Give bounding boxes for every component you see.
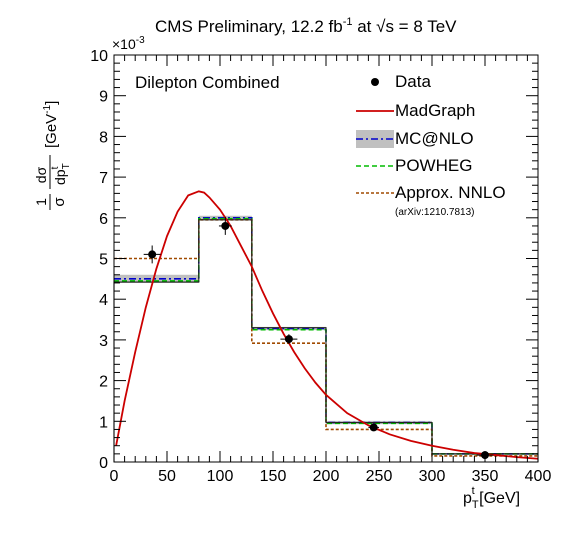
legend-label: MC@NLO bbox=[395, 129, 474, 148]
x-tick-label: 50 bbox=[158, 468, 176, 485]
y-tick-label: 10 bbox=[90, 48, 108, 65]
hist-outline bbox=[113, 219, 539, 462]
mcatnlo-uncertainty-band bbox=[114, 274, 199, 283]
y-tick-label: 7 bbox=[99, 170, 108, 187]
data-point bbox=[221, 221, 230, 230]
x-tick-label: 200 bbox=[313, 468, 340, 485]
madgraph-curve bbox=[115, 190, 539, 460]
y-label-sigma: σ bbox=[51, 197, 68, 207]
y-tick-label: 6 bbox=[99, 211, 108, 228]
x-axis-label: pTt [GeV] bbox=[463, 485, 520, 511]
x-tick-label: 100 bbox=[207, 468, 234, 485]
data-point bbox=[369, 423, 378, 432]
y-axis-label: 1 σ dσ dpTt [GeV-1] bbox=[33, 101, 72, 210]
x-tick-label: 400 bbox=[525, 468, 552, 485]
y-label-unit: [GeV-1] bbox=[42, 101, 60, 148]
x-tick-label: 300 bbox=[419, 468, 446, 485]
x-tick-label: 250 bbox=[366, 468, 393, 485]
data-point bbox=[148, 250, 157, 259]
legend-label: Approx. NNLO bbox=[395, 183, 506, 202]
legend-note: (arXiv:1210.7813) bbox=[395, 207, 475, 218]
y-tick-label: 9 bbox=[99, 89, 108, 106]
x-tick-label: 150 bbox=[260, 468, 287, 485]
y-tick-label: 1 bbox=[99, 414, 108, 431]
y-tick-label: 2 bbox=[99, 374, 108, 391]
chart-title: CMS Preliminary, 12.2 fb-1 at √s = 8 TeV bbox=[155, 16, 457, 36]
x-tick-label: 0 bbox=[110, 468, 119, 485]
axis-ticks: 0 50 100 150 200 250 300 350 400 0 1 2 3 4 5 6 7 8 9 10 bbox=[90, 48, 551, 485]
y-label-dsigma: dσ bbox=[33, 166, 49, 183]
legend-label: Data bbox=[395, 72, 431, 91]
y-tick-label: 8 bbox=[99, 129, 108, 146]
y-tick-label: 3 bbox=[99, 333, 108, 350]
histogram-layer bbox=[113, 215, 539, 462]
y-label-dpt: dpTt bbox=[50, 163, 72, 185]
y-tick-label: 0 bbox=[99, 455, 108, 472]
curve-layer bbox=[115, 190, 539, 460]
y-label-one: 1 bbox=[33, 198, 49, 206]
data-points-layer bbox=[143, 216, 494, 460]
y-tick-label: 5 bbox=[99, 252, 108, 269]
legend-data-marker bbox=[371, 78, 379, 86]
y-multiplier: ×10-3 bbox=[112, 35, 145, 52]
x-tick-label: 350 bbox=[472, 468, 499, 485]
legend-label: POWHEG bbox=[395, 156, 472, 175]
annotation-text: Dilepton Combined bbox=[135, 73, 280, 92]
legend: Data MadGraph MC@NLO POWHEG Approx. NNLO (arX… bbox=[356, 72, 506, 218]
legend-label: MadGraph bbox=[395, 101, 475, 120]
data-point bbox=[284, 335, 293, 344]
y-tick-label: 4 bbox=[99, 292, 108, 309]
